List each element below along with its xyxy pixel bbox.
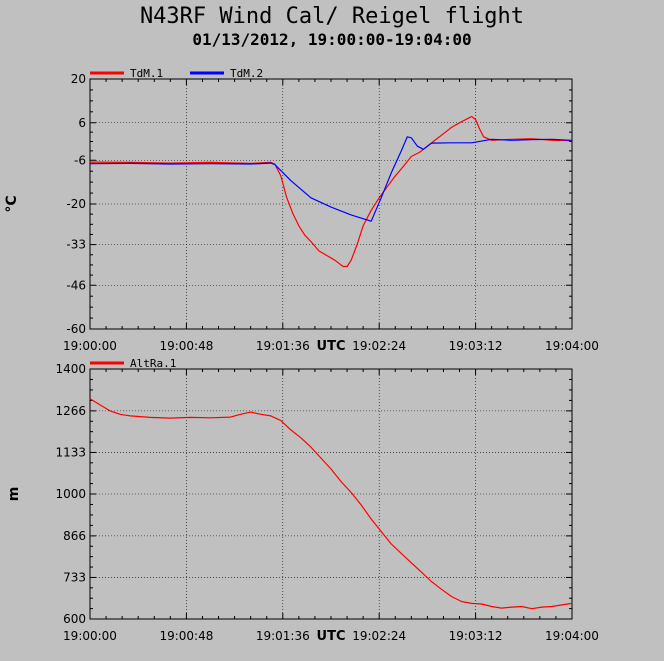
y-tick-label: -60	[66, 322, 86, 336]
y-tick-label: 1000	[55, 487, 86, 501]
x-tick-label: 19:00:00	[63, 629, 117, 643]
x-axis-label: UTC	[317, 629, 346, 644]
legend-label: TdM.2	[230, 67, 263, 80]
y-tick-label: -6	[74, 153, 86, 167]
x-tick-label: 19:03:12	[449, 629, 503, 643]
chart-panel-1: 20 6 -6 -20 -33 -46 -60 19:00:00 19:00:48 19:01:3…	[4, 67, 599, 354]
y-tick-label: 1266	[55, 404, 86, 418]
chart-title: N43RF Wind Cal/ Reigel flight	[139, 4, 525, 29]
y-tick-label: -20	[66, 197, 86, 211]
series-line-tdm-2	[89, 136, 573, 222]
y-axis-label: m	[6, 487, 22, 502]
y-tick-label: 733	[63, 570, 86, 584]
chart-panel-2: 1400 1266 1133 1000 866 733 600 19:00:00 19:00:4…	[6, 357, 599, 644]
series-line-tdm-1	[89, 115, 573, 268]
x-tick-label: 19:00:48	[159, 629, 213, 643]
x-tick-label: 19:02:24	[352, 339, 406, 353]
x-tick-label: 19:00:00	[63, 339, 117, 353]
y-tick-label: -46	[66, 278, 86, 292]
x-tick-label: 19:02:24	[352, 629, 406, 643]
legend-label: AltRa.1	[130, 357, 176, 370]
y-tick-label: 6	[78, 116, 86, 130]
y-tick-label: 866	[63, 529, 86, 543]
x-tick-label: 19:01:36	[256, 629, 310, 643]
legend-label: TdM.1	[130, 67, 163, 80]
y-axis-label: °C	[4, 195, 20, 212]
y-tick-label: 1133	[55, 445, 86, 459]
x-tick-label: 19:01:36	[256, 339, 310, 353]
y-tick-label: 1400	[55, 362, 86, 376]
x-tick-label: 19:00:48	[159, 339, 213, 353]
x-tick-label: 19:03:12	[449, 339, 503, 353]
y-tick-label: 600	[63, 612, 86, 626]
series-line-altra-1	[89, 398, 573, 610]
x-axis-label: UTC	[317, 339, 346, 354]
y-tick-label: 20	[71, 72, 86, 86]
chart-subtitle: 01/13/2012, 19:00:00-19:04:00	[192, 30, 472, 49]
x-tick-label: 19:04:00	[545, 339, 599, 353]
x-tick-label: 19:04:00	[545, 629, 599, 643]
y-tick-label: -33	[66, 238, 86, 252]
